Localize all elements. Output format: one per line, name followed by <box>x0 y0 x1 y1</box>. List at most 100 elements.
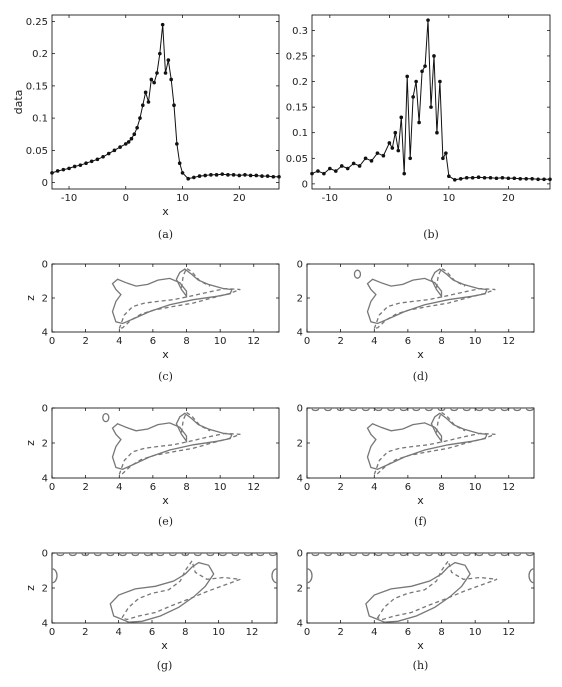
x-tick-label: 2 <box>82 627 88 638</box>
x-tick-label: 8 <box>182 627 188 638</box>
data-point <box>220 172 225 176</box>
data-point <box>152 80 156 85</box>
data-point <box>351 161 356 166</box>
data-point <box>322 171 326 176</box>
contour-dashed <box>376 559 498 621</box>
data-point <box>214 173 219 177</box>
panel-b: -10 0 10 20 0 0.05 0.1 0.15 0.2 0.25 0.3 (b) <box>286 14 552 241</box>
contour-solid <box>365 561 471 623</box>
y-tick-label: 2 <box>297 584 303 595</box>
data-point <box>180 171 185 175</box>
contour-artifact <box>268 553 277 557</box>
data-point <box>429 105 433 109</box>
series-line <box>51 24 279 180</box>
y-tick-label: 0.05 <box>26 146 48 157</box>
contour-artifact <box>362 408 370 412</box>
data-point <box>458 176 463 181</box>
x-tick-label: 2 <box>82 482 88 493</box>
data-point <box>402 171 407 176</box>
data-point <box>123 142 128 146</box>
x-tick-label: 0 <box>49 482 55 493</box>
contour-artifact <box>374 553 383 557</box>
contour-artifact <box>336 408 345 412</box>
x-axis-label: x <box>162 205 169 218</box>
contour-dashed <box>373 287 496 330</box>
data-point <box>381 153 386 158</box>
data-point <box>482 175 487 180</box>
y-tick-label: 0.1 <box>32 114 48 125</box>
y-tick-label: 0 <box>42 178 48 189</box>
data-point <box>518 176 523 181</box>
data-point <box>328 166 332 171</box>
panel-caption: (d) <box>413 370 429 383</box>
data-point <box>271 174 276 179</box>
contour-artifact <box>168 553 177 557</box>
data-point <box>138 116 142 120</box>
data-point <box>55 169 60 173</box>
y-tick-label: 0.2 <box>32 49 48 60</box>
x-tick-label: 2 <box>82 336 88 347</box>
x-tick-label: 10 <box>212 627 225 638</box>
panel-d: 0 2 4 6 8 10 12 0 2 4 x (d) <box>297 260 535 383</box>
contour-solid <box>366 412 488 470</box>
y-tick-label: 4 <box>42 328 48 339</box>
contour-artifact <box>362 553 370 557</box>
y-tick-label: 0.2 <box>292 77 308 88</box>
y-tick-label: 2 <box>42 584 48 595</box>
contour-artifact <box>412 408 421 412</box>
contour-solid <box>111 412 233 470</box>
data-point <box>248 173 253 178</box>
data-point <box>438 79 442 84</box>
contour-artifact <box>68 553 77 557</box>
data-point <box>67 166 71 171</box>
data-point <box>155 71 159 75</box>
data-point <box>226 173 230 177</box>
panel-d-axes-box <box>306 263 535 333</box>
contour-dashed <box>180 267 211 288</box>
data-point <box>192 175 196 180</box>
panel-a-axes-box <box>51 14 280 190</box>
x-tick-label: 6 <box>150 482 156 493</box>
y-tick-label: 4 <box>42 474 48 485</box>
y-tick-label: 0.25 <box>286 51 308 62</box>
x-tick-label: 12 <box>246 627 259 638</box>
panel-h: 0 2 4 6 8 10 12 0 2 4 x (h) <box>297 549 535 672</box>
data-point <box>316 169 320 173</box>
x-tick-label: 4 <box>371 482 377 493</box>
x-tick-label: 2 <box>337 336 343 347</box>
x-tick-label: 0 <box>49 627 55 638</box>
contour-artifact <box>488 553 496 557</box>
data-point <box>387 141 392 145</box>
contour-artifact <box>271 568 277 584</box>
y-tick-label: 0 <box>297 260 303 271</box>
data-point <box>530 176 534 181</box>
data-point <box>61 167 66 172</box>
contour-artifact <box>243 553 252 557</box>
contour-artifact <box>399 408 408 412</box>
data-point <box>141 103 145 108</box>
contour-artifact <box>106 553 115 557</box>
contour-artifact <box>311 553 320 557</box>
y-tick-label: 0.15 <box>26 81 48 92</box>
x-tick-label: 0 <box>304 627 310 638</box>
x-tick-label: 0 <box>123 193 129 204</box>
x-axis-label: x <box>162 348 169 361</box>
data-point <box>149 77 154 82</box>
panel-e: 0 2 4 6 8 10 12 0 2 4 x z (e) <box>24 404 280 528</box>
series-line <box>311 20 550 181</box>
y-tick-label: 0.05 <box>286 154 308 165</box>
contour-artifact <box>412 553 421 557</box>
y-tick-label: 0.15 <box>286 103 308 114</box>
data-point <box>186 176 190 181</box>
contour-artifact <box>475 408 484 412</box>
contour-artifact <box>349 408 358 412</box>
data-point <box>339 164 344 168</box>
x-tick-label: 8 <box>183 482 189 493</box>
contour-artifact <box>462 408 471 412</box>
data-point <box>112 148 117 153</box>
data-point <box>50 171 54 175</box>
panel-e-axes-box <box>51 407 280 479</box>
contour-artifact <box>437 553 446 557</box>
contour-dashed <box>121 559 241 621</box>
data-point <box>408 156 412 161</box>
